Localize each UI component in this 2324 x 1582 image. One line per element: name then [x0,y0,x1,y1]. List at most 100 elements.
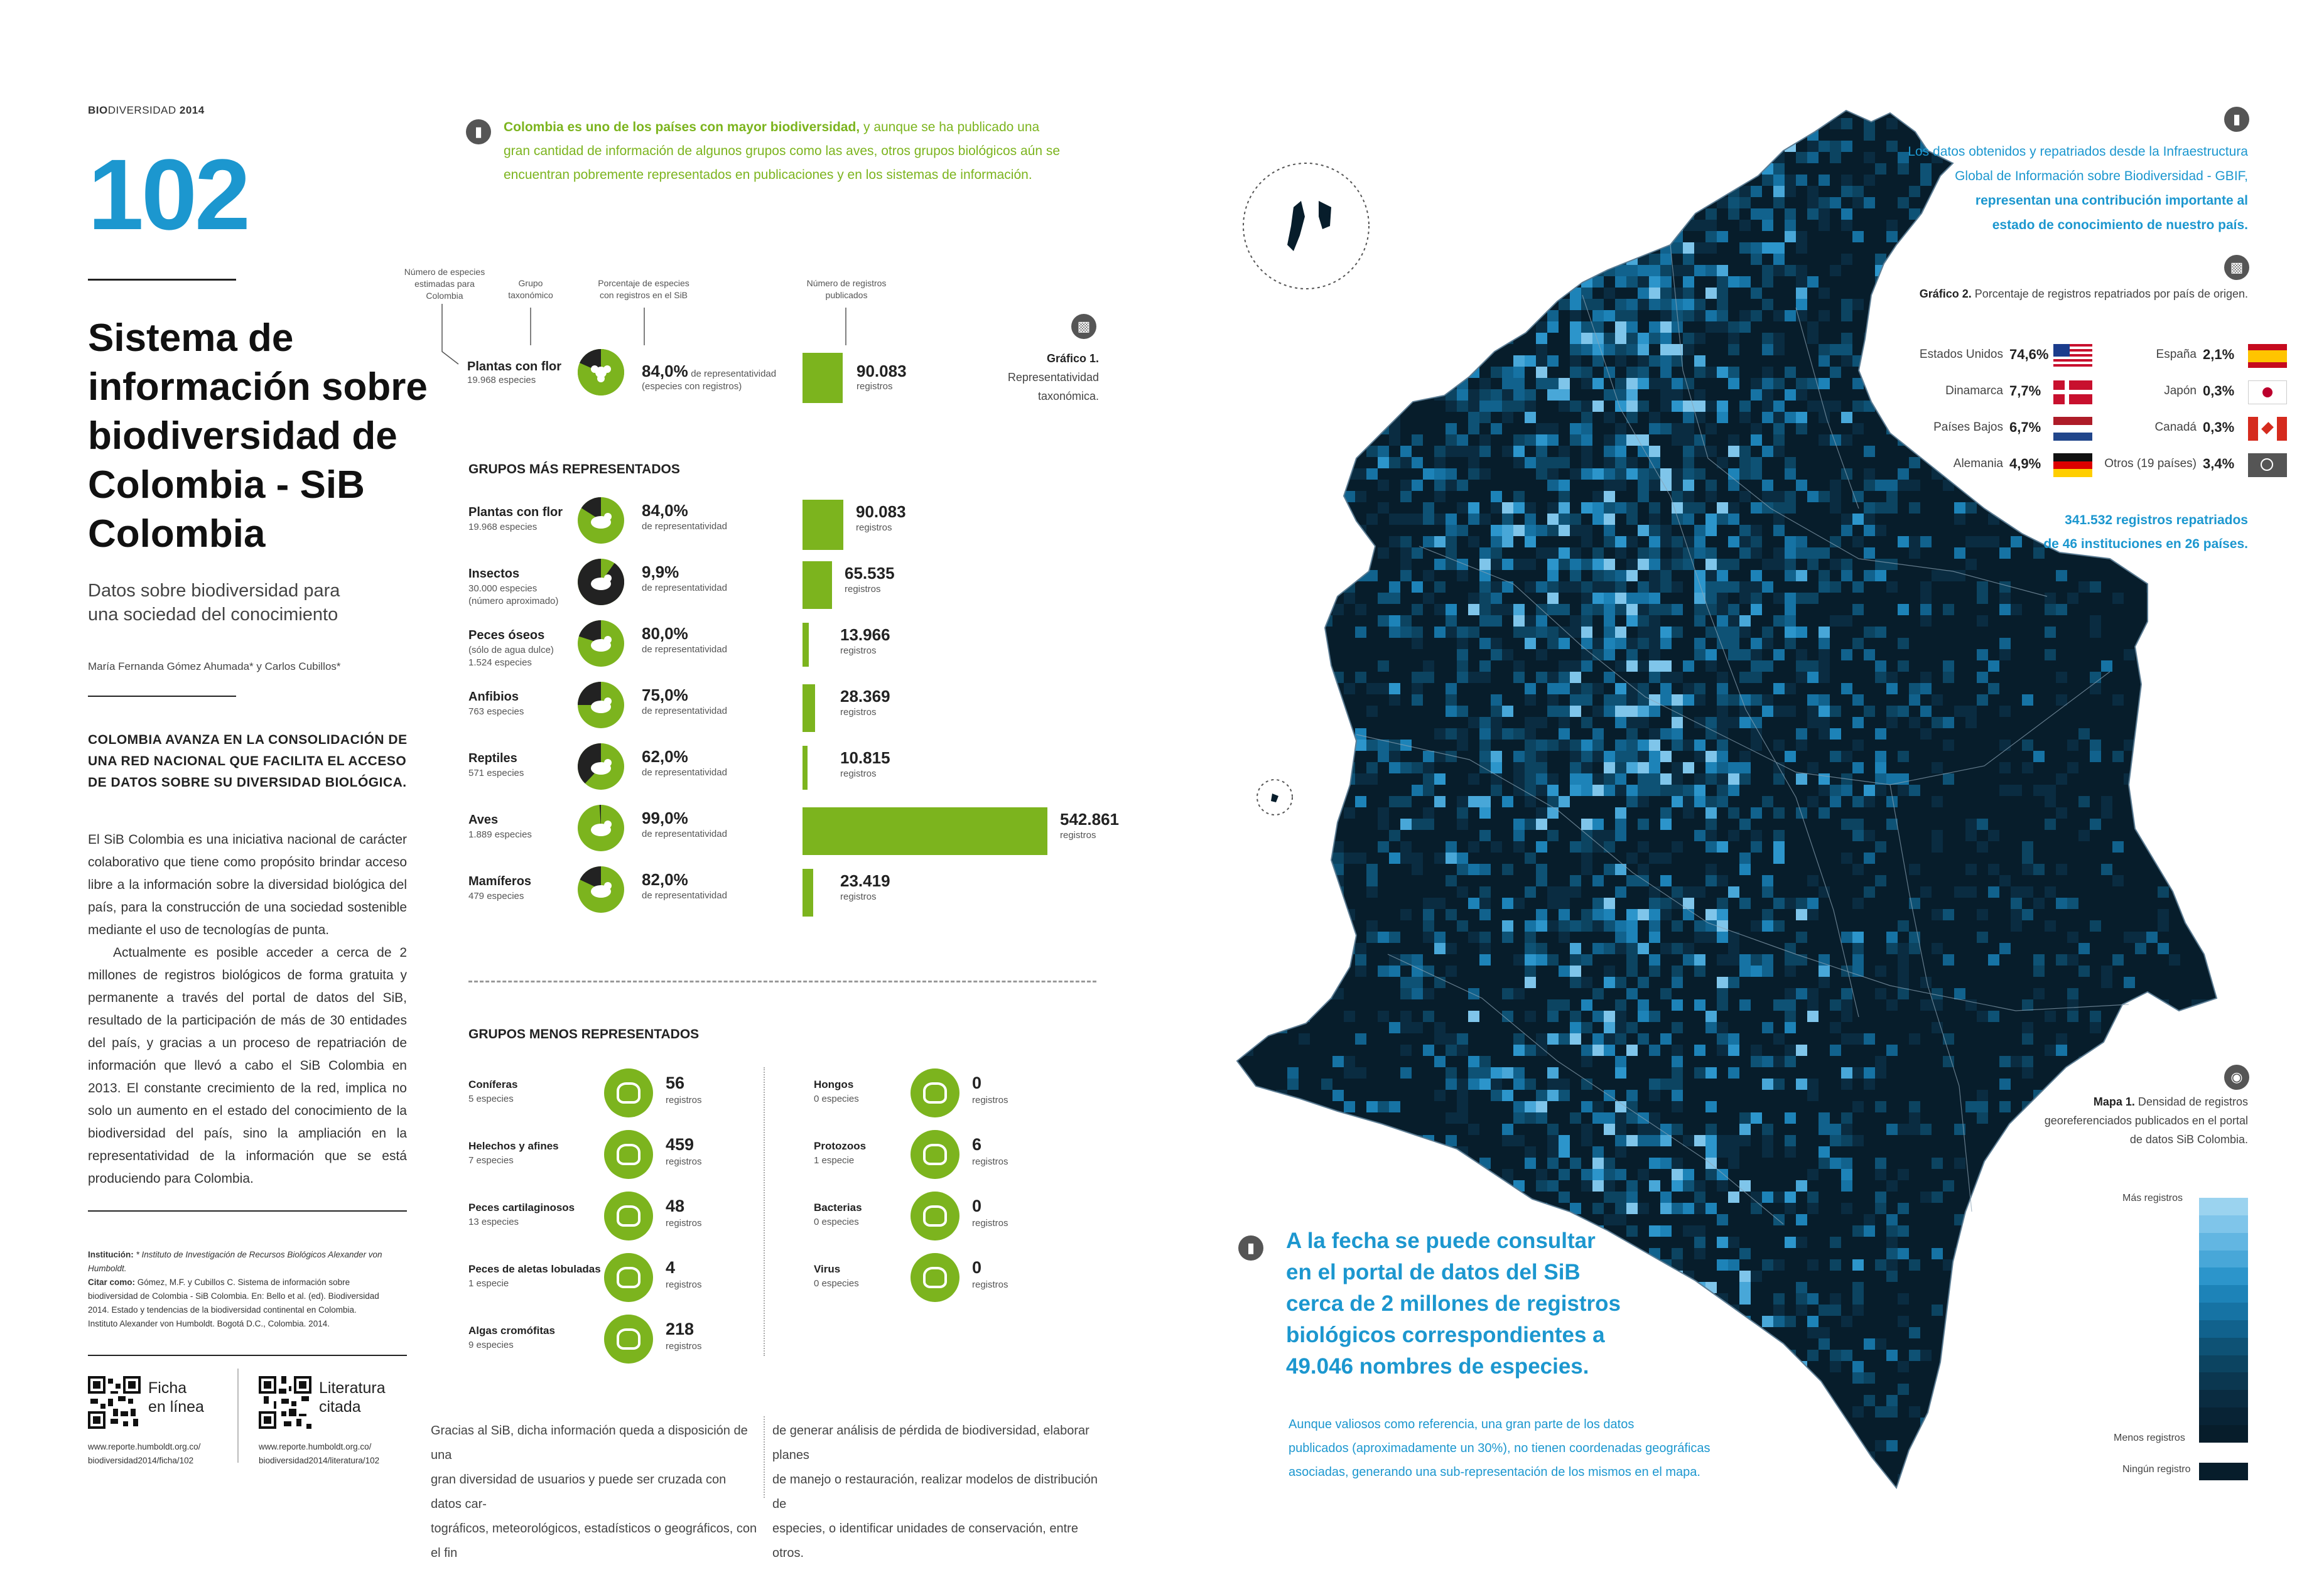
less-group-name: Bacterias [814,1202,862,1213]
group-pct-label: de representatividad [642,583,727,593]
less-group-glyph [617,1082,640,1104]
less-group-name: Algas cromófitas [468,1325,555,1337]
qr-label-line: Ficha [148,1379,187,1397]
less-group-count: 0 [972,1258,982,1277]
group-species: 479 especies [468,891,524,901]
less-group-glyph [923,1082,947,1104]
cite-line: 2014. Estado y tendencias de la biodiver… [88,1305,357,1315]
density-legend-ramp [2199,1198,2248,1443]
bookmark-icon: ▮ [466,119,491,144]
mapa1-line: de datos SiB Colombia. [2129,1133,2248,1146]
intro-blue-line: Los datos obtenidos y repatriados desde … [1908,144,2248,159]
legend-ramp-step [2199,1424,2248,1443]
san-andres-inset [1243,163,1370,289]
group-species: 19.968 especies [468,522,538,532]
institution-note: Institución: * Instituto de Investigació… [88,1248,421,1331]
column-header-line: Porcentaje de especies [598,278,689,288]
highlight-note-line: publicados (aproximadamente un 30%), no … [1289,1441,1711,1455]
legend-example-bar [803,353,843,403]
less-group-species: 1 especie [468,1278,509,1289]
group-records-label: registros [840,645,877,656]
intro-line: y aunque se ha publicado una [860,120,1040,134]
group-species: (sólo de agua dulce) [468,645,554,655]
less-group-species: 0 especies [814,1278,859,1289]
group-name: Peces óseos [468,628,545,642]
less-group-glyph [617,1267,640,1288]
divider [88,696,236,697]
qr-url[interactable]: www.reporte.humboldt.org.co/ biodiversid… [88,1440,200,1468]
page-title: Sistema de información sobre biodiversid… [88,314,440,559]
less-group-records-label: registros [666,1341,702,1352]
legend-ramp-step [2199,1407,2248,1425]
flower-icon-pie [578,349,624,396]
group-pct: 62,0% [642,747,688,766]
column-header-line: Número de registros [806,278,887,288]
column-header-records: Número de registros publicados [784,277,909,301]
legend-ramp-step [2199,1337,2248,1355]
mapa1-line: georeferenciados publicados en el portal [2044,1114,2248,1127]
qr-block-ficha[interactable] [88,1376,141,1432]
header-year: 2014 [179,104,205,116]
group-records-label: registros [840,891,877,902]
bottom-text-col1: Gracias al SiB, dicha información queda … [431,1419,757,1566]
group-records: 28.369 [840,687,890,706]
bar-5 [803,746,808,790]
pie-slice [578,743,601,783]
chart-icon: ▩ [2224,255,2249,280]
tapir-icon [578,866,624,913]
legend-none-swatch [2199,1463,2248,1480]
less-group-records-label: registros [666,1156,702,1167]
map-pin-icon: ◉ [2224,1065,2249,1090]
less-group-name: Protozoos [814,1140,867,1152]
highlight-line: en el portal de datos del SiB [1286,1260,1581,1284]
qr-code-icon [88,1376,141,1429]
less-group-species: 7 especies [468,1155,514,1166]
subtitle-line: una sociedad del conocimiento [88,605,338,625]
group-name: Anfibios [468,690,519,704]
less-group-glyph [923,1267,947,1288]
column-header-line: Número de especies [404,267,485,277]
malpelo-inset [1257,779,1293,815]
body-text: El SiB Colombia es una iniciativa nacion… [88,829,407,1190]
legend-reg-label: registros [857,381,893,392]
group-pct: 80,0% [642,624,688,643]
column-header-line: Colombia [426,291,463,301]
globe-flag-icon [2248,453,2287,477]
title-line: Sistema de [88,316,294,360]
legend-ramp-step [2199,1355,2248,1373]
flower-icon [578,497,624,544]
group-species: 763 especies [468,706,524,717]
legend-pct-value: 84,0% [642,362,688,380]
bar-6 [803,807,1047,855]
legend-pct-label: de representatividad [691,369,777,379]
less-group-records-label: registros [666,1095,702,1106]
repatriated-line: 341.532 registros repatriados [2065,513,2248,527]
legend-example-reg: 90.083 registros [857,362,907,392]
qr-block-literatura[interactable] [259,1376,311,1432]
bookmark-icon: ▮ [1238,1235,1263,1261]
legend-example-name: Plantas con flor [467,360,562,374]
group-records-label: registros [845,584,881,595]
less-group-count: 56 [666,1074,685,1092]
qr-url[interactable]: www.reporte.humboldt.org.co/ biodiversid… [259,1440,379,1468]
divider [88,1210,407,1212]
less-group-records-label: registros [666,1218,702,1229]
cite-line: biodiversidad de Colombia - SiB Colombia… [88,1291,379,1301]
less-group-records-label: registros [972,1279,1008,1290]
bird-icon [578,805,624,851]
bottom-text-col2: de generar análisis de pérdida de biodiv… [772,1419,1099,1566]
legend-ramp-step [2199,1267,2248,1286]
group-name: Mamíferos [468,874,532,888]
less-represented-title: GRUPOS MENOS REPRESENTADOS [468,1027,700,1041]
legend-ramp-step [2199,1215,2248,1233]
pie-slice [578,559,624,605]
group-pct: 99,0% [642,809,688,827]
column-header-group: Grupo taxonómico [496,277,565,301]
less-group-species: 9 especies [468,1340,514,1350]
body-paragraph: El SiB Colombia es una iniciativa nacion… [88,832,407,937]
grafico1-line: taxonómica. [1037,390,1099,402]
legend-example-sub: 19.968 especies [467,375,536,385]
qr-url-line: www.reporte.humboldt.org.co/ [88,1442,201,1451]
less-group-count: 6 [972,1135,982,1154]
column-header-line: publicados [825,290,868,300]
